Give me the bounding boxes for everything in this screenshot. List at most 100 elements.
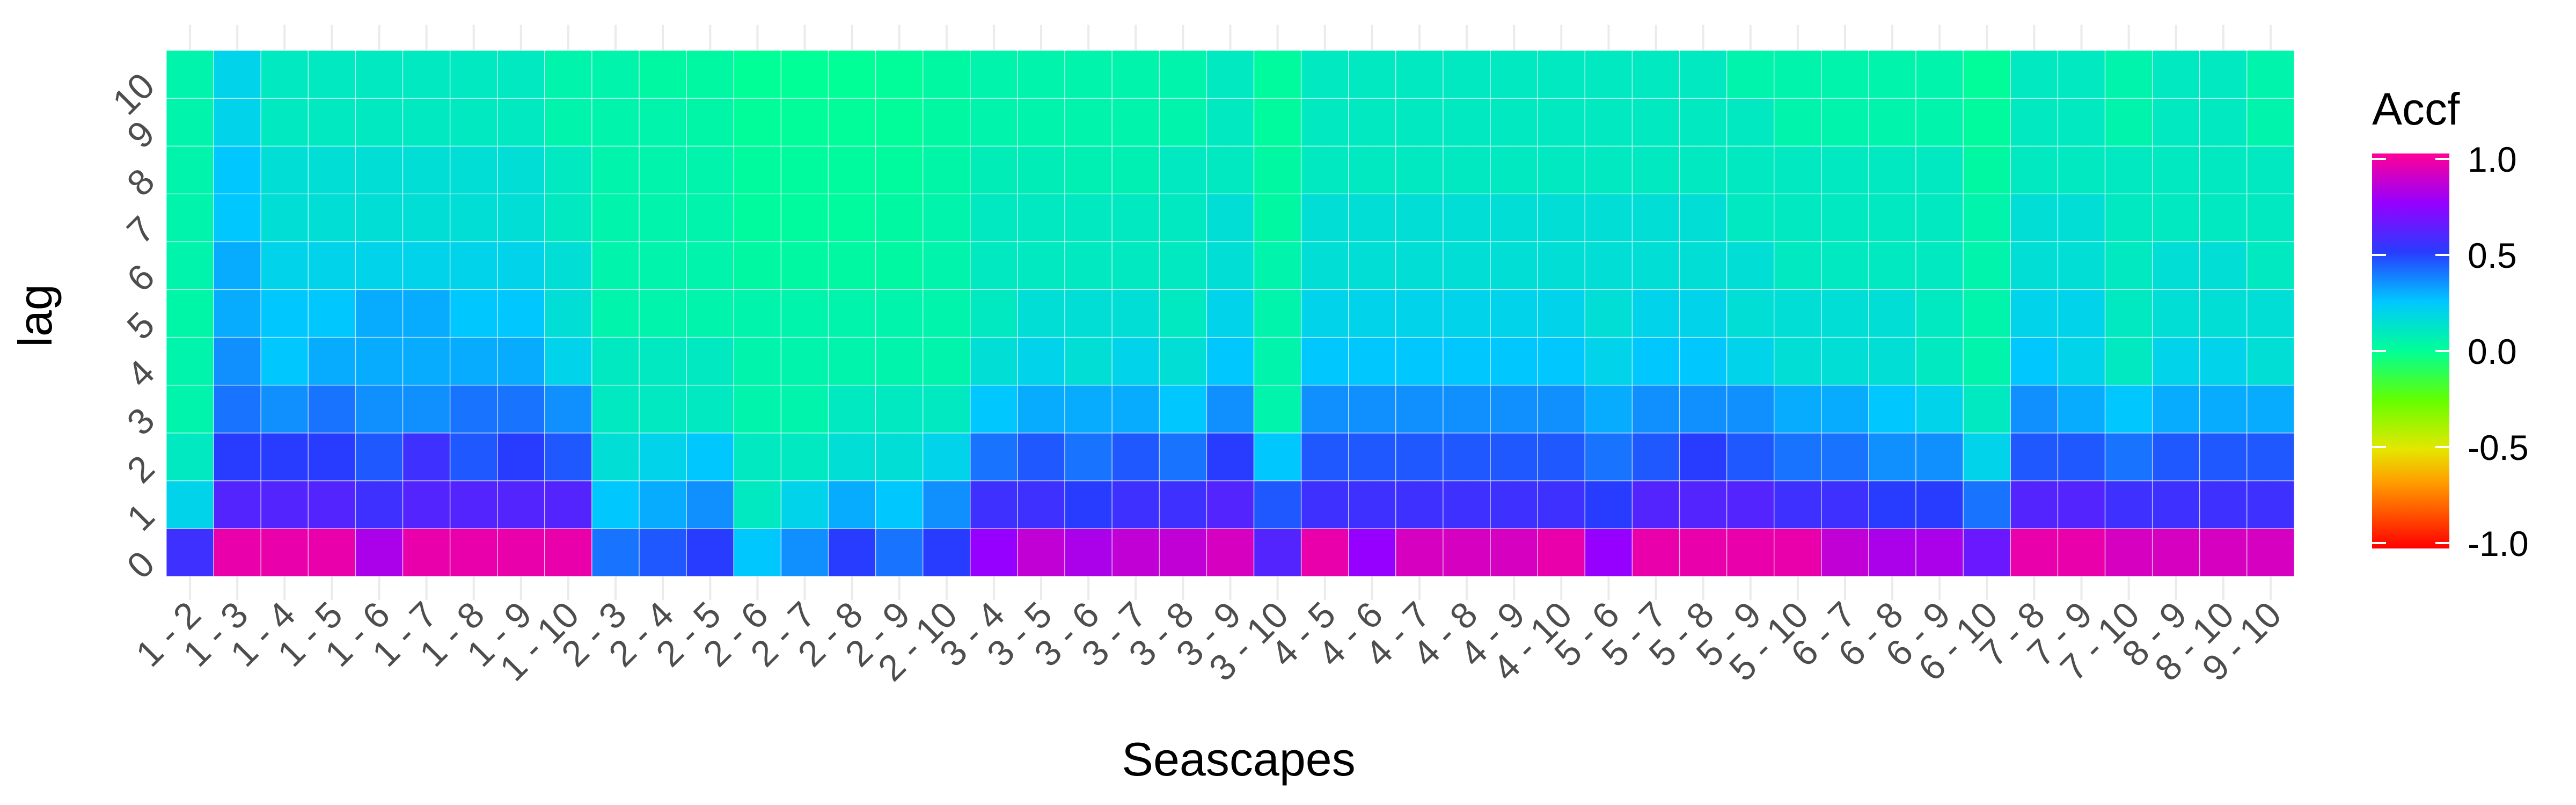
heatmap-cell — [970, 480, 1018, 529]
heatmap-cell — [780, 480, 829, 529]
heatmap-cell — [923, 432, 971, 481]
heatmap-cell — [1111, 528, 1160, 577]
heatmap-cell — [1774, 336, 1822, 386]
heatmap-cell — [1631, 98, 1680, 147]
heatmap-cell — [2104, 384, 2153, 434]
heatmap-cell — [2010, 480, 2059, 529]
heatmap-cell — [497, 289, 545, 338]
heatmap-cell — [544, 336, 592, 386]
heatmap-cell — [1679, 145, 1728, 195]
heatmap-cell — [591, 193, 640, 243]
heatmap-cell — [2151, 50, 2200, 99]
heatmap-cell — [260, 528, 309, 577]
heatmap-cell — [1443, 241, 1491, 290]
heatmap-cell — [2151, 528, 2200, 577]
heatmap-cell — [2057, 50, 2106, 99]
heatmap-cell — [1159, 98, 1208, 147]
heatmap-cell — [355, 528, 404, 577]
heatmap-cell — [780, 432, 829, 481]
heatmap-cell — [1253, 384, 1302, 434]
heatmap-cell — [1726, 145, 1775, 195]
heatmap-cell — [875, 384, 924, 434]
legend-tick-label: -1.0 — [2468, 524, 2529, 564]
heatmap-cell — [213, 480, 261, 529]
heatmap-cell — [733, 241, 782, 290]
heatmap-cell — [1490, 480, 1538, 529]
heatmap-cell — [686, 145, 735, 195]
heatmap-cell — [1868, 336, 1916, 386]
heatmap-cell — [733, 528, 782, 577]
heatmap-cell — [1206, 241, 1255, 290]
heatmap-cell — [1111, 98, 1160, 147]
heatmap-cell — [591, 50, 640, 99]
heatmap-cell — [1017, 241, 1065, 290]
heatmap-cell — [1584, 336, 1633, 386]
heatmap-cell — [308, 50, 356, 99]
heatmap-cell — [1206, 50, 1255, 99]
heatmap-cell — [639, 528, 687, 577]
heatmap-cell — [1537, 432, 1586, 481]
heatmap-cell — [1395, 241, 1444, 290]
heatmap-cell — [1017, 50, 1065, 99]
heatmap-cell — [544, 384, 592, 434]
heatmap-cell — [1868, 241, 1916, 290]
heatmap-cell — [1253, 50, 1302, 99]
heatmap-cell — [449, 193, 498, 243]
heatmap-cell — [1206, 289, 1255, 338]
heatmap-cell — [591, 384, 640, 434]
heatmap-cell — [402, 480, 451, 529]
heatmap-cell — [1774, 145, 1822, 195]
heatmap-cell — [686, 241, 735, 290]
heatmap-cell — [1537, 193, 1586, 243]
heatmap-cell — [2104, 50, 2153, 99]
heatmap-cell — [2151, 241, 2200, 290]
heatmap-cell — [2199, 193, 2248, 243]
heatmap-cell — [1774, 241, 1822, 290]
heatmap-cell — [875, 98, 924, 147]
heatmap-cell — [828, 98, 876, 147]
heatmap-cell — [1111, 336, 1160, 386]
heatmap-cell — [1253, 98, 1302, 147]
y-tick-label: 6 — [119, 257, 162, 299]
heatmap-cell — [213, 98, 261, 147]
heatmap-cell — [2057, 145, 2106, 195]
heatmap-cell — [449, 50, 498, 99]
heatmap-cell — [875, 193, 924, 243]
heatmap-cell — [1159, 480, 1208, 529]
heatmap-cell — [828, 384, 876, 434]
heatmap-cell — [1631, 193, 1680, 243]
heatmap-cell — [1017, 480, 1065, 529]
heatmap-cell — [1443, 528, 1491, 577]
heatmap-cell — [923, 336, 971, 386]
heatmap-cell — [1679, 432, 1728, 481]
heatmap-cell — [780, 528, 829, 577]
heatmap-cell — [1821, 98, 1869, 147]
heatmap-cell — [544, 98, 592, 147]
heatmap-cell — [1726, 336, 1775, 386]
heatmap-cell — [355, 336, 404, 386]
heatmap-cell — [544, 241, 592, 290]
x-tick-labels: 1 - 21 - 31 - 41 - 51 - 61 - 71 - 81 - 9… — [128, 594, 2289, 689]
heatmap-cell — [1584, 432, 1633, 481]
heatmap-cell — [308, 98, 356, 147]
heatmap-cell — [639, 50, 687, 99]
heatmap-cell — [1915, 145, 1964, 195]
y-tick-label: 0 — [119, 543, 162, 586]
heatmap-cell — [544, 432, 592, 481]
heatmap-cell — [1395, 528, 1444, 577]
heatmap-cell — [2010, 193, 2059, 243]
legend-title: Accf — [2372, 84, 2460, 134]
heatmap-cell — [1395, 145, 1444, 195]
heatmap-cell — [1300, 480, 1349, 529]
heatmap-cell — [1868, 98, 1916, 147]
heatmap-cell — [1111, 193, 1160, 243]
heatmap-cell — [1868, 384, 1916, 434]
legend-ticks: 1.0 0.5 0.0 -0.5 -1.0 — [2372, 140, 2529, 564]
heatmap-cell — [1631, 384, 1680, 434]
y-tick-label: 5 — [119, 304, 162, 347]
heatmap-cell — [1111, 145, 1160, 195]
heatmap-cell — [355, 432, 404, 481]
y-tick-label: 4 — [119, 352, 162, 395]
heatmap-cell — [2104, 480, 2153, 529]
heatmap-cell — [497, 528, 545, 577]
